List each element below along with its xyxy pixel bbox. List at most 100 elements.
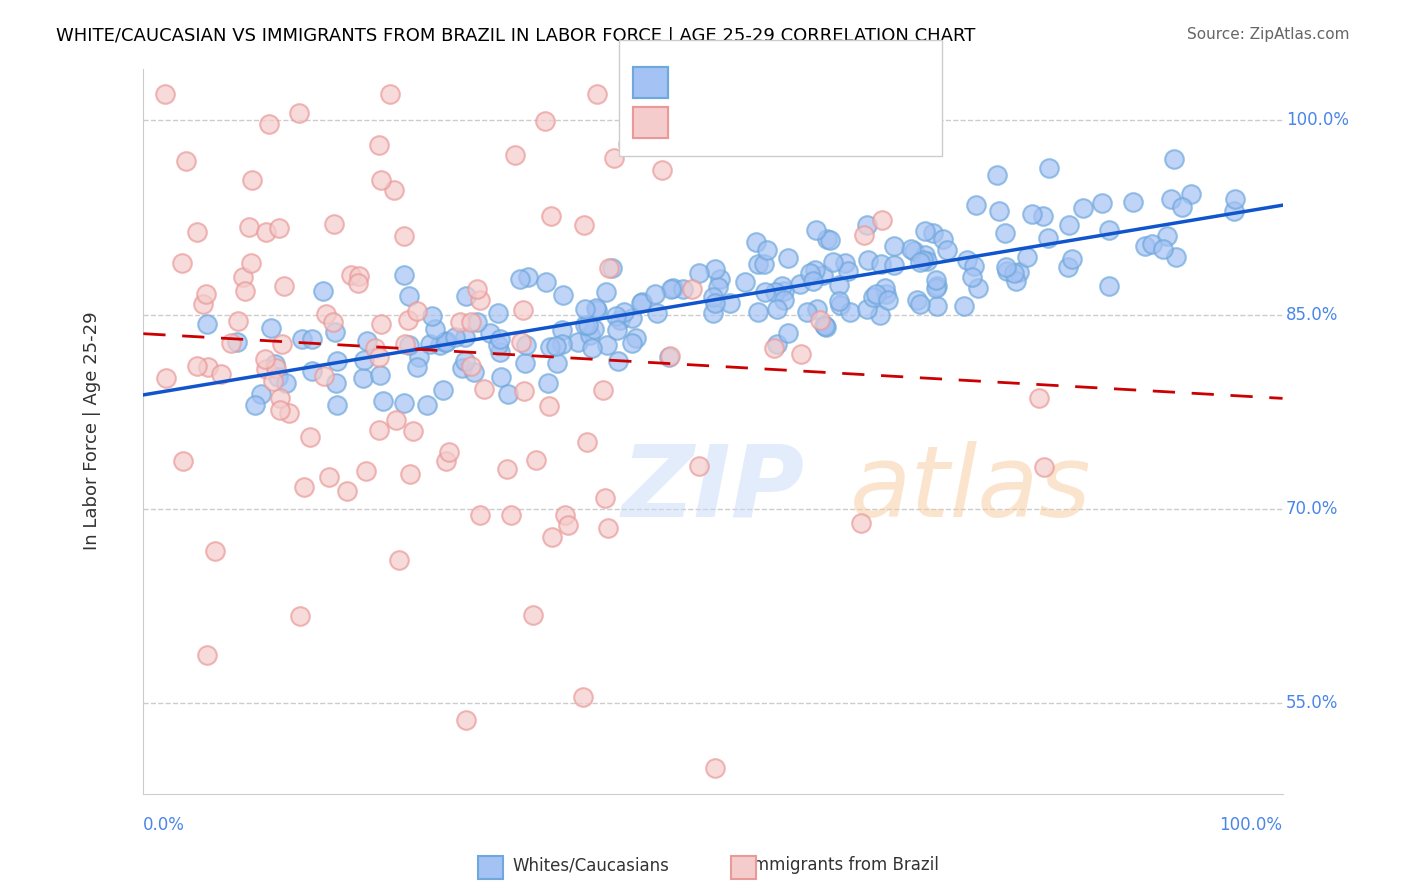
Point [796,304,818,318]
Point [778,326,800,340]
Point [312,369,335,384]
Point [253,351,276,366]
Point [914,248,936,262]
Point [877,293,900,308]
Point [927,278,949,293]
Point [540,209,562,223]
Point [811,268,834,283]
Point [515,338,537,352]
Point [356,334,378,349]
Point [883,238,905,252]
Point [828,278,851,293]
Point [384,413,406,427]
Point [586,302,609,317]
Point [546,339,568,353]
Point [454,330,477,344]
Point [382,183,405,197]
Point [1071,201,1094,215]
Point [986,168,1008,182]
Point [585,301,607,315]
Point [364,341,387,355]
Point [818,233,841,247]
Point [828,298,851,312]
Text: R = -0.126   N =  111: R = -0.126 N = 111 [678,112,889,132]
Point [581,341,603,355]
Point [837,264,859,278]
Point [1223,192,1246,206]
Point [965,198,987,212]
Point [209,367,232,381]
Point [472,383,495,397]
Point [856,301,879,316]
Point [468,508,491,522]
Point [747,305,769,319]
Point [456,713,478,727]
Point [499,508,522,523]
Point [1098,223,1121,237]
Point [509,334,531,349]
Point [960,270,983,285]
Point [197,360,219,375]
Point [352,370,374,384]
Point [537,376,560,391]
Point [513,356,536,370]
Point [240,172,263,186]
Point [486,306,509,320]
Point [987,203,1010,218]
Point [595,285,617,299]
Point [572,218,595,232]
Point [388,553,411,567]
Point [243,398,266,412]
Point [672,282,695,296]
Point [524,453,547,467]
Point [883,258,905,272]
Point [434,334,457,349]
Point [804,223,827,237]
Point [465,314,488,328]
Point [707,280,730,294]
Point [575,435,598,450]
Point [688,266,710,280]
Point [195,287,218,301]
Point [1002,266,1025,280]
Point [174,154,197,169]
Text: atlas: atlas [849,441,1091,538]
Point [1038,161,1060,176]
Point [240,256,263,270]
Point [1156,229,1178,244]
Point [551,337,574,351]
Point [353,352,375,367]
Point [278,406,301,420]
Point [905,293,928,307]
Point [754,257,776,271]
Point [754,285,776,299]
Point [1163,152,1185,166]
Point [870,213,893,227]
Point [821,255,844,269]
Point [408,351,430,365]
Point [315,307,337,321]
Point [838,305,860,319]
Point [574,318,596,333]
Point [288,608,311,623]
Point [323,326,346,340]
Point [439,445,461,459]
Point [602,260,624,275]
Point [875,281,897,295]
Point [620,311,643,326]
Point [790,347,813,361]
Point [367,424,389,438]
Point [870,256,893,270]
Point [554,508,576,522]
Point [596,521,619,535]
Point [538,339,561,353]
Point [219,335,242,350]
Point [714,87,737,102]
Point [318,470,340,484]
Point [621,336,644,351]
Point [900,243,922,257]
Point [603,151,626,165]
Point [1028,391,1050,405]
Point [630,296,652,310]
Point [875,287,897,301]
